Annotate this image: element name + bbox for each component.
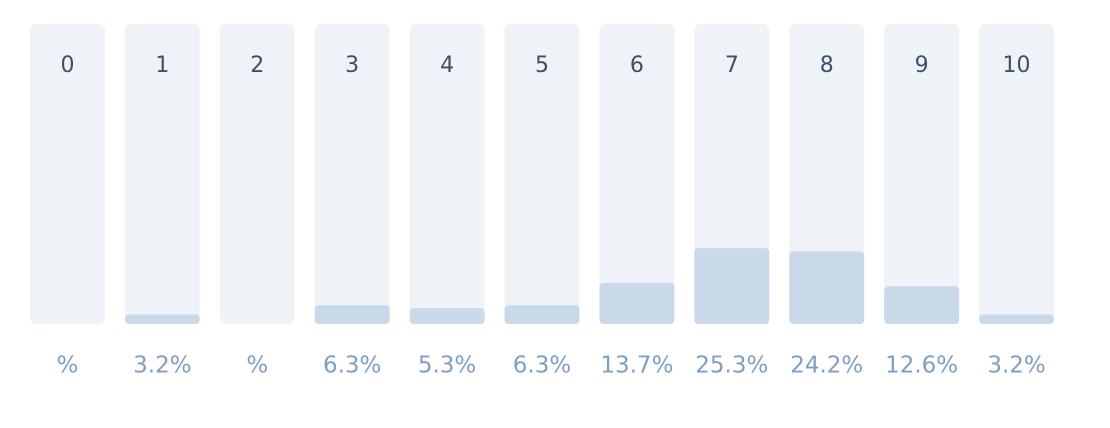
bar-track <box>789 24 865 324</box>
category-label: 8 <box>820 53 834 78</box>
bar-track <box>409 24 485 324</box>
bar <box>884 286 960 324</box>
bar <box>504 305 580 324</box>
value-label: 25.3% <box>695 353 768 379</box>
category-label: 9 <box>915 53 929 78</box>
value-label: 6.3% <box>323 353 381 379</box>
value-label: 6.3% <box>513 353 571 379</box>
value-label: 5.3% <box>418 353 476 379</box>
bar-track <box>979 24 1054 324</box>
bar-track <box>124 24 200 324</box>
bar-track <box>314 24 390 324</box>
category-label: 10 <box>1003 53 1031 78</box>
value-label: % <box>57 353 79 379</box>
category-label: 2 <box>250 53 264 78</box>
bar-track <box>30 24 105 324</box>
value-label: 13.7% <box>600 353 673 379</box>
bar <box>124 314 200 324</box>
bar-track <box>884 24 960 324</box>
category-label: 4 <box>440 53 454 78</box>
value-label: % <box>246 353 268 379</box>
category-label: 5 <box>535 53 549 78</box>
category-label: 0 <box>60 53 74 78</box>
category-label: 7 <box>725 53 739 78</box>
value-label: 3.2% <box>133 353 191 379</box>
bar <box>979 314 1054 324</box>
value-label: 12.6% <box>885 353 958 379</box>
category-label: 1 <box>155 53 169 78</box>
bar <box>314 305 390 324</box>
bar-track <box>219 24 295 324</box>
bar <box>789 251 865 324</box>
bar <box>599 282 675 324</box>
value-label: 24.2% <box>790 353 863 379</box>
value-label: 3.2% <box>987 353 1045 379</box>
category-label: 6 <box>630 53 644 78</box>
bar-track <box>504 24 580 324</box>
bar <box>694 248 770 324</box>
category-label: 3 <box>345 53 359 78</box>
bar <box>409 308 485 324</box>
bar-track <box>599 24 675 324</box>
